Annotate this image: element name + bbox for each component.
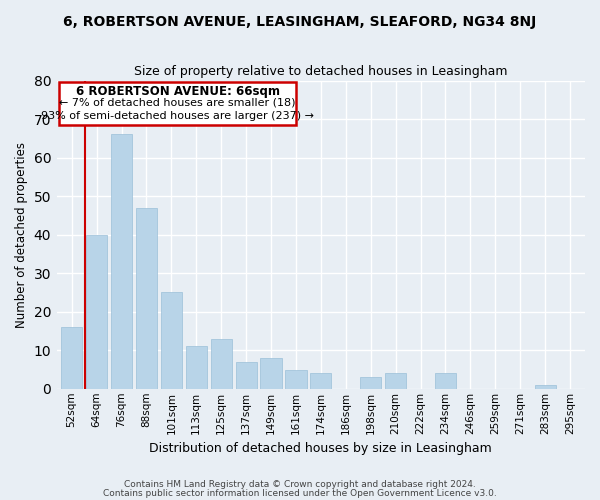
Bar bbox=[236, 362, 257, 389]
Title: Size of property relative to detached houses in Leasingham: Size of property relative to detached ho… bbox=[134, 65, 508, 78]
Bar bbox=[111, 134, 132, 389]
Text: 6 ROBERTSON AVENUE: 66sqm: 6 ROBERTSON AVENUE: 66sqm bbox=[76, 85, 280, 98]
FancyBboxPatch shape bbox=[59, 82, 296, 125]
X-axis label: Distribution of detached houses by size in Leasingham: Distribution of detached houses by size … bbox=[149, 442, 492, 455]
Bar bbox=[161, 292, 182, 389]
Bar bbox=[360, 377, 381, 389]
Bar bbox=[385, 374, 406, 389]
Bar bbox=[211, 338, 232, 389]
Bar bbox=[435, 374, 456, 389]
Bar bbox=[535, 385, 556, 389]
Text: Contains HM Land Registry data © Crown copyright and database right 2024.: Contains HM Land Registry data © Crown c… bbox=[124, 480, 476, 489]
Text: Contains public sector information licensed under the Open Government Licence v3: Contains public sector information licen… bbox=[103, 488, 497, 498]
Text: 6, ROBERTSON AVENUE, LEASINGHAM, SLEAFORD, NG34 8NJ: 6, ROBERTSON AVENUE, LEASINGHAM, SLEAFOR… bbox=[64, 15, 536, 29]
Text: ← 7% of detached houses are smaller (18): ← 7% of detached houses are smaller (18) bbox=[59, 98, 296, 108]
Y-axis label: Number of detached properties: Number of detached properties bbox=[15, 142, 28, 328]
Text: 93% of semi-detached houses are larger (237) →: 93% of semi-detached houses are larger (… bbox=[41, 110, 314, 120]
Bar bbox=[86, 234, 107, 389]
Bar bbox=[136, 208, 157, 389]
Bar bbox=[310, 374, 331, 389]
Bar bbox=[61, 327, 82, 389]
Bar bbox=[286, 370, 307, 389]
Bar bbox=[260, 358, 281, 389]
Bar bbox=[185, 346, 207, 389]
